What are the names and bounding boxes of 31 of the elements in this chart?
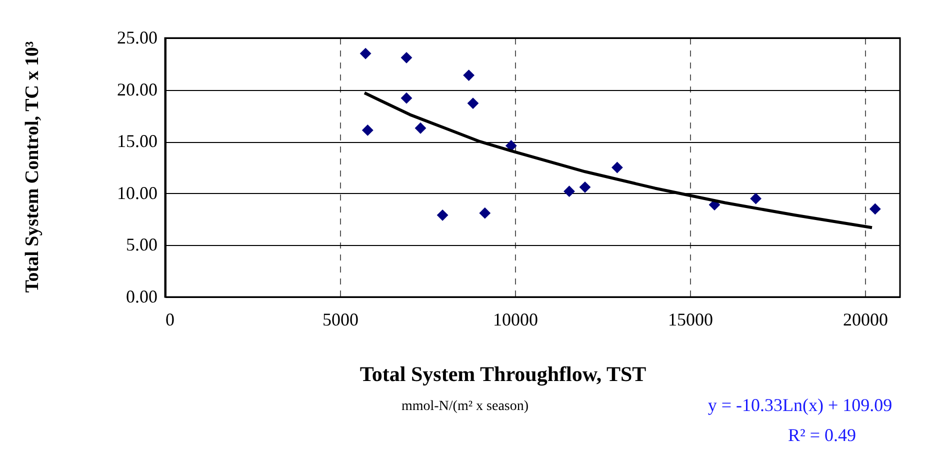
point — [414, 122, 426, 134]
point — [467, 98, 479, 109]
text: y = -10.33Ln(x) + 109.09 — [708, 395, 892, 415]
point — [579, 181, 591, 193]
point — [463, 70, 474, 81]
text: R² = 0.49 — [788, 425, 856, 445]
x-tick-label: 5000 — [322, 310, 358, 330]
x-tick-label: 10000 — [493, 310, 538, 330]
point — [564, 186, 575, 198]
point — [362, 124, 374, 136]
y-tick-label: 15.00 — [117, 131, 158, 152]
y-tick-label: 0.00 — [126, 286, 158, 306]
x-tick-label: 0 — [166, 310, 174, 330]
point — [869, 203, 881, 215]
point — [612, 162, 623, 174]
x-axis-title: Total System Throughflow, TST — [360, 362, 646, 386]
point — [436, 209, 448, 221]
y-tick-label: 5.00 — [126, 234, 158, 255]
point — [400, 52, 412, 64]
x-tick-label: 15000 — [668, 310, 713, 330]
y-axis-title: Total System Control, TC x 10³ — [22, 41, 43, 293]
text: mmol-N/(m² x season) — [401, 399, 529, 414]
point — [360, 48, 372, 60]
point — [750, 192, 762, 204]
point — [505, 140, 517, 152]
y-tick-label: 25.00 — [117, 28, 158, 48]
y-tick-label: 10.00 — [117, 182, 158, 203]
point — [479, 207, 491, 219]
y-tick-label: 20.00 — [117, 79, 158, 100]
point — [400, 92, 412, 104]
x-tick-label: 20000 — [843, 310, 888, 330]
